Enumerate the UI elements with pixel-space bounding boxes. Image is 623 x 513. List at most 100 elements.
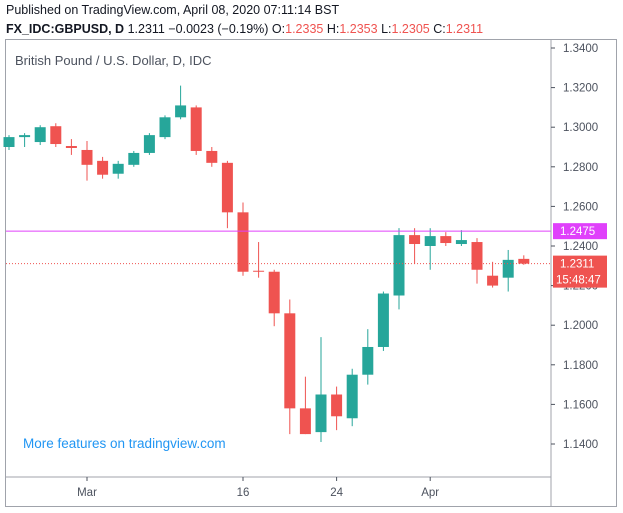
candle[interactable] bbox=[112, 160, 124, 179]
candle[interactable] bbox=[393, 228, 405, 310]
candle-body bbox=[190, 107, 202, 151]
candle-body bbox=[331, 394, 343, 417]
price-tick-label: 1.3400 bbox=[563, 43, 598, 55]
candle[interactable] bbox=[409, 228, 421, 264]
candle[interactable] bbox=[440, 232, 452, 246]
series-legend-title: British Pound / U.S. Dollar, D, IDC bbox=[15, 53, 212, 68]
candle[interactable] bbox=[50, 123, 62, 147]
candle[interactable] bbox=[237, 202, 249, 276]
low-label: L: bbox=[381, 22, 392, 36]
candle-body bbox=[19, 135, 31, 138]
candle[interactable] bbox=[34, 125, 46, 146]
candle-body bbox=[284, 313, 296, 409]
horizontal-line-label: 1.2475 bbox=[560, 226, 595, 238]
high-value: 1.2353 bbox=[339, 22, 378, 36]
time-tick-label: Apr bbox=[421, 487, 439, 499]
candle-body bbox=[487, 275, 499, 286]
candle[interactable] bbox=[128, 150, 140, 167]
time-axis: Mar 16 24 Apr bbox=[77, 477, 439, 499]
price-axis: 1.34001.32001.30001.28001.26001.24001.22… bbox=[6, 40, 607, 507]
candle[interactable] bbox=[19, 133, 31, 147]
candle-body bbox=[440, 236, 452, 244]
ohlc-line: FX_IDC:GBPUSD, D 1.2311 −0.0023 (−0.19%)… bbox=[6, 22, 483, 36]
price-tick-label: 1.3200 bbox=[563, 83, 598, 95]
candle[interactable] bbox=[221, 160, 233, 229]
candle-body bbox=[346, 374, 358, 419]
last-price-tag-bg bbox=[553, 255, 607, 288]
candle[interactable] bbox=[97, 156, 109, 179]
candle[interactable] bbox=[502, 249, 514, 292]
price-tick-label: 1.2000 bbox=[563, 320, 598, 332]
open-label: O: bbox=[271, 22, 286, 36]
candle-body bbox=[34, 127, 46, 143]
candle-body bbox=[175, 105, 187, 118]
candle-body bbox=[128, 152, 140, 165]
candle-body bbox=[97, 160, 109, 175]
candle[interactable] bbox=[65, 139, 77, 155]
price-tick-label: 1.1600 bbox=[563, 399, 598, 411]
candle-body bbox=[409, 235, 421, 245]
high-label: H: bbox=[326, 22, 340, 36]
candle[interactable] bbox=[143, 133, 155, 155]
close-label: C: bbox=[433, 22, 446, 36]
last-price-label: 1.2311 bbox=[560, 259, 594, 271]
candle-body bbox=[81, 149, 93, 165]
time-tick-label: 16 bbox=[237, 487, 250, 499]
horizontal-line-label-bg bbox=[553, 223, 607, 240]
candle[interactable] bbox=[455, 230, 467, 246]
price-tick-label: 1.2600 bbox=[563, 201, 598, 213]
candle-body bbox=[377, 293, 389, 347]
candle[interactable] bbox=[346, 368, 358, 427]
candle[interactable] bbox=[159, 115, 171, 140]
candle-body bbox=[362, 346, 374, 375]
candle-body bbox=[253, 270, 265, 272]
candle-body bbox=[50, 126, 62, 145]
candle[interactable] bbox=[518, 255, 530, 265]
low-value: 1.2305 bbox=[391, 22, 430, 36]
candle-body bbox=[502, 259, 514, 278]
candle[interactable] bbox=[3, 135, 15, 150]
candle-body bbox=[112, 163, 124, 174]
promo-link[interactable]: More features on tradingview.com bbox=[23, 436, 226, 451]
candle-body bbox=[143, 135, 155, 153]
candle-body bbox=[65, 146, 77, 148]
price-tick-label: 1.1400 bbox=[563, 439, 598, 451]
candle[interactable] bbox=[81, 141, 93, 181]
candle[interactable] bbox=[206, 147, 218, 167]
last-price: 1.2311 bbox=[127, 22, 165, 36]
candle[interactable] bbox=[268, 269, 280, 327]
candle-body bbox=[518, 258, 530, 264]
candle-body bbox=[159, 117, 171, 138]
candle-body bbox=[393, 235, 405, 296]
price-tick-label: 1.3000 bbox=[563, 122, 598, 134]
candle[interactable] bbox=[487, 261, 499, 288]
candle[interactable] bbox=[253, 242, 265, 278]
price-tick-label: 1.1800 bbox=[563, 360, 598, 372]
candle[interactable] bbox=[331, 386, 343, 431]
close-value: 1.2311 bbox=[445, 22, 484, 36]
price-tick-label: 1.2800 bbox=[563, 162, 598, 174]
candle[interactable] bbox=[190, 105, 202, 155]
candles-layer bbox=[3, 85, 530, 443]
candle[interactable] bbox=[315, 337, 327, 443]
countdown-label: 15:48:47 bbox=[556, 275, 601, 287]
candle-body bbox=[424, 236, 436, 246]
time-tick-label: 24 bbox=[330, 487, 343, 499]
candle[interactable] bbox=[175, 85, 187, 120]
candle-body bbox=[315, 394, 327, 433]
candle-body bbox=[221, 162, 233, 213]
published-line: Published on TradingView.com, April 08, … bbox=[6, 3, 340, 17]
candle-body bbox=[299, 408, 311, 435]
candle-body bbox=[206, 150, 218, 163]
candle-body bbox=[237, 212, 249, 272]
chart-frame bbox=[5, 39, 617, 507]
candle[interactable] bbox=[471, 238, 483, 284]
candle[interactable] bbox=[377, 291, 389, 351]
overlays-layer bbox=[6, 230, 551, 265]
candle[interactable] bbox=[299, 376, 311, 435]
candle[interactable] bbox=[284, 299, 296, 435]
candle[interactable] bbox=[362, 329, 374, 385]
candle[interactable] bbox=[424, 228, 436, 270]
candle-body bbox=[268, 271, 280, 314]
